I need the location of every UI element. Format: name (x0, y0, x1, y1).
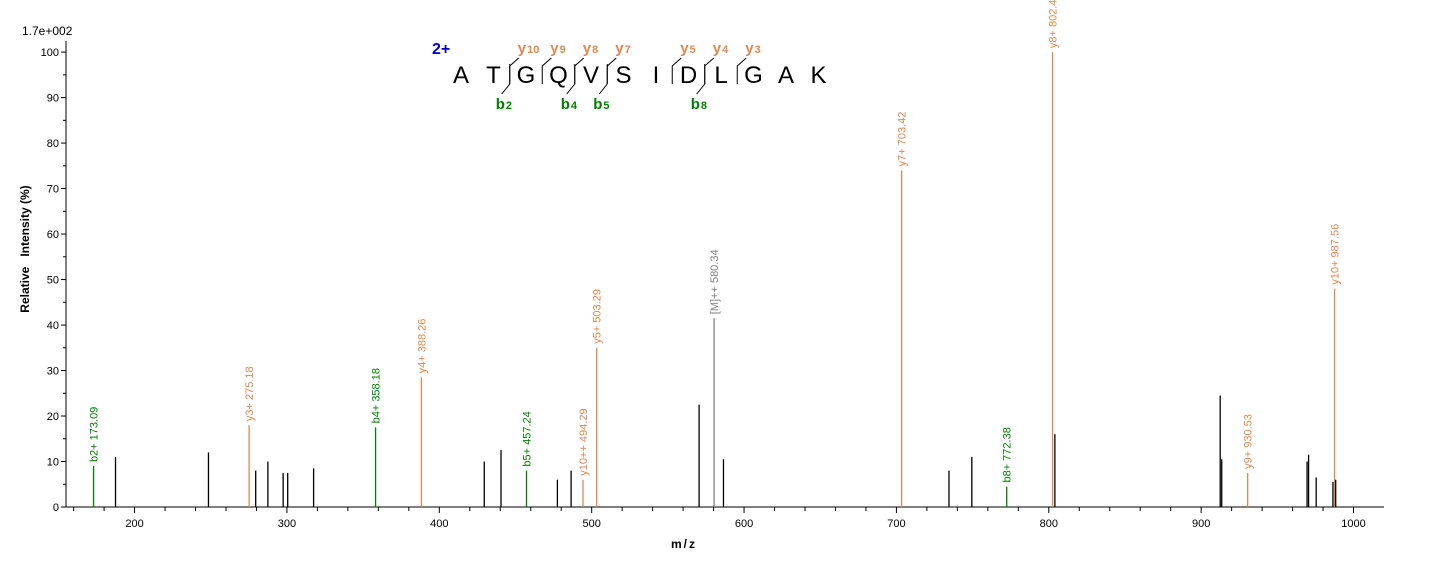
y-tick-label: 50 (47, 275, 59, 287)
y-ion-label: y8 (583, 40, 598, 57)
sequence-residue: G (517, 62, 536, 89)
y-ion-cleavage-marker (541, 57, 552, 84)
x-tick-label: 1000 (1341, 518, 1365, 530)
x-tick-label: 800 (1040, 518, 1058, 530)
y-tick-label: 0 (53, 502, 59, 514)
y-ion-cleavage-marker (671, 57, 682, 84)
peak-label: y8+ 802.48 (1048, 0, 1060, 48)
x-tick-label: 600 (735, 518, 753, 530)
x-tick-label: 900 (1192, 518, 1210, 530)
y-axis-ticks: 0 10 20 30 40 50 60 70 80 90 100 (41, 47, 66, 514)
peak-labels: b2+ 173.09 y3+ 275.18 b4+ 358.18 y4+ 388.26… (89, 0, 1342, 483)
x-tick-label: 300 (278, 518, 296, 530)
y-tick-label: 20 (47, 411, 59, 423)
sequence-residue: G (744, 62, 763, 89)
b-ion-label: b8 (691, 96, 707, 113)
peak-label: y9+ 930.53 (1243, 414, 1255, 469)
sequence-residue: D (680, 62, 697, 89)
charge-state-label: 2+ (432, 41, 450, 58)
x-tick-label: 200 (125, 518, 143, 530)
peak-label: y4+ 388.26 (416, 319, 428, 374)
sequence-residue: K (810, 62, 826, 89)
sequence-residue: S (615, 62, 631, 89)
y-tick-label: 30 (47, 366, 59, 378)
y-tick-label: 80 (47, 138, 59, 150)
x-axis-ticks: 200 300 400 500 600 700 800 900 1000 (73, 507, 1366, 530)
peak-label: b8+ 772.38 (1002, 427, 1014, 482)
peaks (92, 52, 1337, 507)
peak-label: b2+ 173.09 (89, 407, 101, 462)
axes (65, 41, 1384, 508)
sequence-residue: I (653, 62, 660, 89)
y-tick-label: 70 (47, 184, 59, 196)
peak-label: y10+ 987.56 (1330, 224, 1342, 285)
y-tick-label: 60 (47, 229, 59, 241)
b-ion-cleavage-marker (501, 64, 511, 95)
peak-label: y10++ 494.29 (578, 408, 590, 475)
b-ion-cleavage-marker (696, 64, 706, 95)
peak-label: [M]++ 580.34 (709, 249, 721, 314)
y-ion-label: y9 (550, 40, 565, 57)
y-tick-label: 100 (41, 47, 59, 59)
y-ion-label: y4 (713, 40, 729, 57)
peak-label: y5+ 503.29 (592, 289, 604, 344)
peak-label: b5+ 457.24 (522, 411, 534, 466)
sequence-residue: Q (549, 62, 568, 89)
x-axis-title: m/z (671, 537, 697, 551)
y-ion-label: y10 (518, 40, 540, 57)
b-ion-cleavage-marker (598, 64, 608, 95)
y-tick-label: 40 (47, 320, 59, 332)
x-tick-label: 400 (430, 518, 448, 530)
peak-label: y7+ 703.42 (897, 112, 909, 167)
y-ion-cleavage-marker (736, 57, 747, 84)
sequence-residue: V (583, 62, 599, 89)
y-tick-label: 90 (47, 93, 59, 105)
b-ion-label: b2 (496, 96, 512, 113)
sequence-residue: T (486, 62, 501, 89)
sequence-residue: A (778, 62, 794, 89)
sequence-residue: L (714, 62, 727, 89)
x-tick-label: 700 (887, 518, 905, 530)
y-ion-label: y3 (745, 40, 760, 57)
b-ion-label: b4 (561, 96, 578, 113)
b-ion-label: b5 (593, 96, 609, 113)
b-ion-cleavage-marker (566, 64, 576, 95)
x-tick-label: 500 (582, 518, 600, 530)
y-tick-label: 10 (47, 457, 59, 469)
y-axis-title: Relative Intensity (%) (18, 185, 32, 312)
sequence-residue: A (453, 62, 469, 89)
peak-label: b4+ 358.18 (371, 368, 383, 423)
peak-label: y3+ 275.18 (244, 366, 256, 421)
y-ion-label: y7 (615, 40, 630, 57)
intensity-scale-label: 1.7e+002 (22, 24, 73, 38)
y-ion-label: y5 (680, 40, 695, 57)
